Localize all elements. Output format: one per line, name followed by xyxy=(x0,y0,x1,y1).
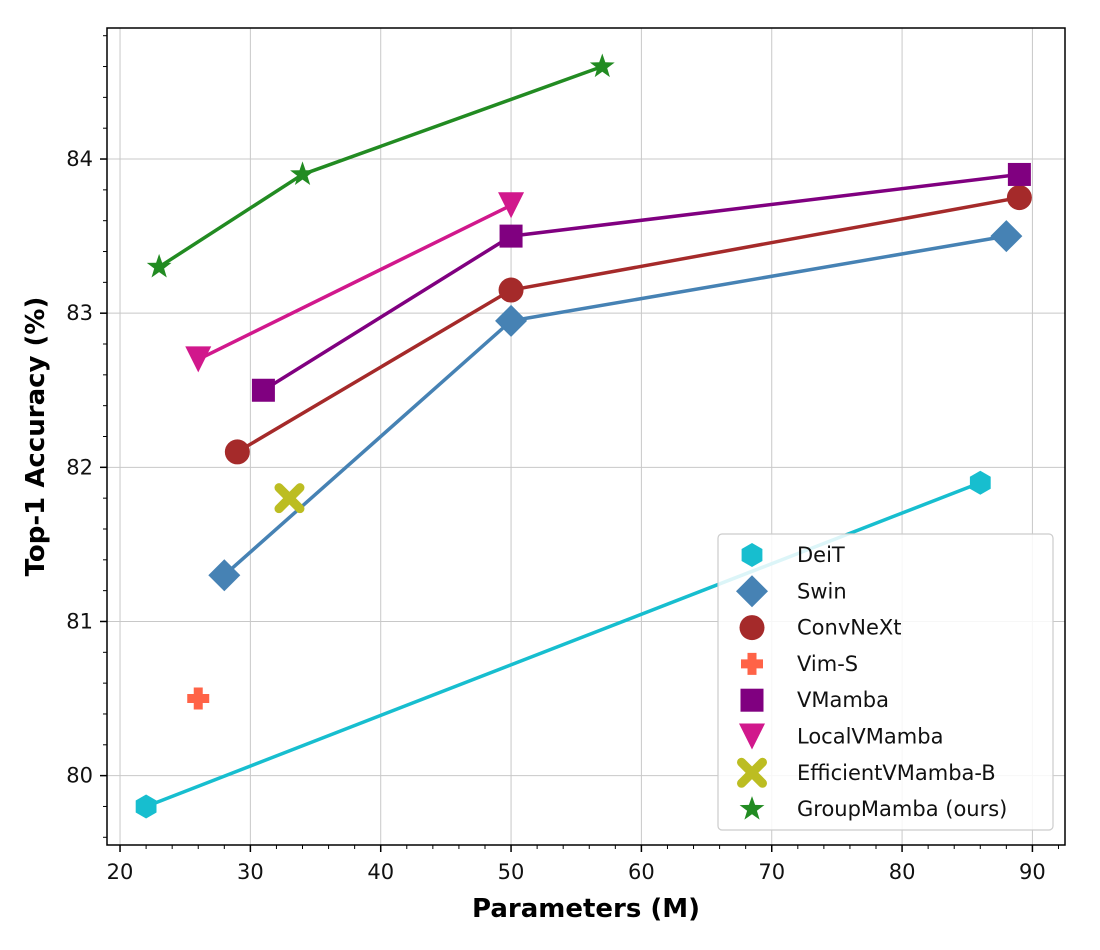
legend-item: LocalVMamba xyxy=(739,723,943,750)
x-tick-label: 50 xyxy=(498,860,525,884)
y-tick-label: 82 xyxy=(66,455,93,479)
legend-label: LocalVMamba xyxy=(797,725,943,749)
data-point xyxy=(741,543,763,567)
data-point xyxy=(187,687,210,710)
data-point xyxy=(969,470,991,495)
legend: DeiT Swin ConvNeXt Vim-S VMamba LocalVMamba Ef… xyxy=(717,533,1054,831)
x-tick-label: 30 xyxy=(237,860,264,884)
data-point xyxy=(498,192,525,219)
data-point xyxy=(185,346,212,373)
series-efficientvmamba-b xyxy=(274,483,305,514)
legend-item: ConvNeXt xyxy=(739,615,902,641)
data-point xyxy=(739,615,765,641)
series-localvmamba xyxy=(185,192,525,373)
y-tick-label: 84 xyxy=(66,147,93,171)
legend-box xyxy=(717,533,1054,831)
data-point xyxy=(251,378,275,402)
data-point xyxy=(1007,162,1031,186)
legend-item: VMamba xyxy=(740,688,889,712)
x-tick-label: 60 xyxy=(628,860,655,884)
data-point xyxy=(739,796,765,820)
data-point xyxy=(135,794,157,819)
ticks: 20 30 40 50 60 70 80 90 80 81 82 83 84 xyxy=(66,35,1059,884)
legend-label: VMamba xyxy=(797,688,889,712)
legend-label: Swin xyxy=(797,579,847,603)
y-tick-label: 83 xyxy=(66,301,93,325)
legend-item: DeiT xyxy=(741,543,845,567)
data-point xyxy=(739,723,765,750)
x-stroke xyxy=(274,483,305,514)
y-tick-label: 81 xyxy=(66,609,93,633)
series-groupmamba-ours xyxy=(146,53,615,278)
legend-label: Vim-S xyxy=(797,652,858,676)
data-point xyxy=(1006,185,1032,211)
data-point xyxy=(146,253,172,278)
x-tick-label: 90 xyxy=(1019,860,1046,884)
series-vim-s xyxy=(187,687,210,710)
legend-item: GroupMamba (ours) xyxy=(739,796,1007,821)
data-point xyxy=(990,220,1023,253)
data-point xyxy=(740,688,764,712)
series-convnext xyxy=(224,185,1032,465)
data-point xyxy=(208,559,241,592)
data-point xyxy=(224,439,250,465)
data-point xyxy=(741,652,763,675)
x-tick-label: 80 xyxy=(889,860,916,884)
legend-item: Swin xyxy=(736,575,847,608)
x-axis-title: Parameters (M) xyxy=(472,894,700,924)
data-point xyxy=(736,575,768,608)
legend-label: DeiT xyxy=(797,543,845,567)
x-tick-label: 40 xyxy=(367,860,394,884)
y-tick-label: 80 xyxy=(66,764,93,788)
legend-label: ConvNeXt xyxy=(797,616,902,640)
legend-label: GroupMamba (ours) xyxy=(797,797,1007,821)
legend-label: EfficientVMamba-B xyxy=(797,761,996,785)
series-vmamba xyxy=(251,162,1031,402)
y-axis-title: Top-1 Accuracy (%) xyxy=(21,297,51,577)
data-point xyxy=(274,483,305,514)
data-point xyxy=(589,53,615,78)
x-tick-label: 70 xyxy=(758,860,785,884)
data-point xyxy=(498,277,524,303)
data-point xyxy=(499,224,523,248)
legend-item: Vim-S xyxy=(741,652,858,676)
x-tick-label: 20 xyxy=(107,860,134,884)
series-swin xyxy=(208,220,1023,592)
data-point xyxy=(290,161,315,185)
legend-item: EfficientVMamba-B xyxy=(737,757,996,788)
data-point xyxy=(495,304,528,337)
x-stroke xyxy=(737,757,767,788)
data-point xyxy=(737,757,767,788)
series-line xyxy=(197,203,512,361)
